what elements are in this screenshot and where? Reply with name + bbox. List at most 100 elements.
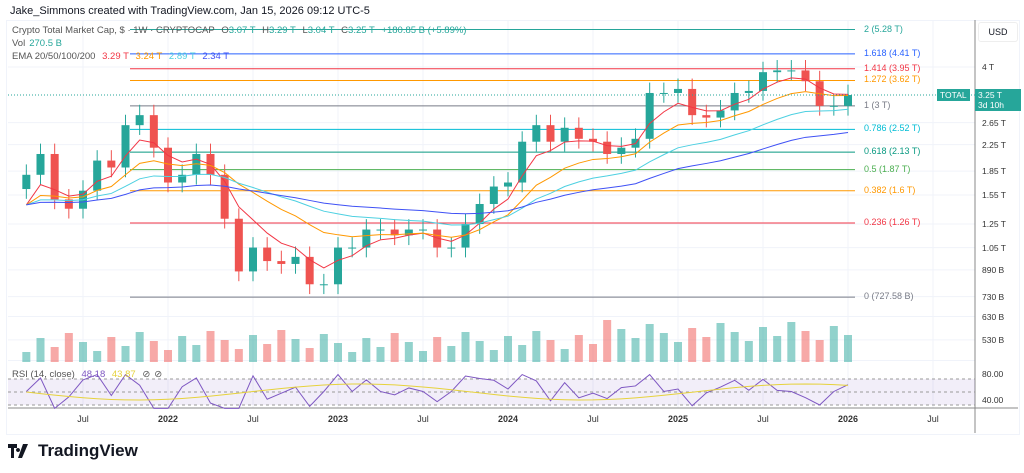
volume-bar xyxy=(773,336,782,362)
volume-bar xyxy=(759,327,767,362)
candle xyxy=(773,70,782,73)
ema-line xyxy=(26,91,849,238)
price-axis-label: 2.65 T xyxy=(982,117,1006,128)
volume-legend: Vol 270.5 B xyxy=(12,38,62,49)
high-value: 3.29 T xyxy=(269,25,296,36)
volume-bar xyxy=(22,352,31,362)
price-axis-label: 4 T xyxy=(982,62,995,72)
fib-label: 0.382 (1.6 T) xyxy=(864,184,916,195)
volume-bar xyxy=(121,346,130,362)
candle xyxy=(149,115,158,148)
volume-bar xyxy=(716,323,725,362)
ema100-value: 2.89 T xyxy=(168,51,196,62)
candle xyxy=(504,182,512,187)
volume-bar xyxy=(277,330,286,362)
fib-label: 1.272 (3.62 T) xyxy=(864,74,921,85)
candle xyxy=(688,88,697,116)
candle xyxy=(22,174,31,190)
volume-bar xyxy=(461,332,470,362)
fib-label: 0.618 (2.13 T) xyxy=(864,146,921,157)
time-axis-label: Jul xyxy=(77,414,89,424)
last-price-tag: 3.25 T 3d 10h xyxy=(975,89,1021,111)
candle xyxy=(305,256,314,285)
volume-bar xyxy=(844,335,852,362)
candle xyxy=(532,125,541,142)
volume-bar xyxy=(504,336,512,362)
candle xyxy=(546,125,555,142)
price-axis-label: 1.85 T xyxy=(982,166,1006,177)
candle xyxy=(759,72,767,91)
change-value: +180.85 B (+5.89%) xyxy=(381,25,467,36)
volume-bar xyxy=(192,345,201,362)
candle xyxy=(787,70,796,72)
volume-bar xyxy=(135,332,144,362)
time-axis-label: Jul xyxy=(247,414,259,424)
volume-bar xyxy=(433,337,442,362)
tradingview-logo[interactable]: TradingView xyxy=(8,441,138,461)
volume-bar xyxy=(362,338,371,362)
volume-bar xyxy=(36,338,45,362)
volume-bar xyxy=(574,335,583,362)
candle xyxy=(291,256,300,264)
open-value: 3.07 T xyxy=(228,25,256,36)
candle xyxy=(249,247,257,272)
volume-bar xyxy=(702,337,711,362)
volume-bar xyxy=(64,333,73,362)
fib-label: 1 (3 T) xyxy=(864,99,891,110)
eye-off-icon[interactable]: ⊘ xyxy=(154,369,163,380)
credit-text: Jake_Simmons created with TradingView.co… xyxy=(10,5,370,17)
candle xyxy=(93,160,102,191)
candle xyxy=(589,138,597,142)
volume-bar xyxy=(489,350,498,362)
candle xyxy=(574,127,583,139)
ema-line xyxy=(26,132,849,215)
volume-bar xyxy=(787,322,796,362)
currency-button[interactable]: USD xyxy=(978,22,1018,42)
candle xyxy=(560,127,569,142)
volume-value: 270.5 B xyxy=(29,38,62,49)
volume-bar xyxy=(291,339,300,362)
time-axis-label: Jul xyxy=(927,414,939,424)
candle xyxy=(645,92,654,139)
rsi-ma-value: 43.87 xyxy=(111,369,136,380)
ema20-value: 3.29 T xyxy=(102,51,129,62)
symbol-title[interactable]: Crypto Total Market Cap, $ · 1W · CRYPTO… xyxy=(12,25,215,36)
candle xyxy=(277,261,286,264)
volume-bar xyxy=(744,341,753,362)
candle xyxy=(164,147,172,183)
volume-bar xyxy=(404,342,413,362)
rsi-axis-label: 40.00 xyxy=(982,395,1004,405)
candle xyxy=(348,247,357,249)
volume-bar xyxy=(348,352,357,362)
volume-bar xyxy=(79,342,87,362)
candle xyxy=(50,153,59,200)
volume-bar xyxy=(178,336,187,362)
eye-off-icon[interactable]: ⊘ xyxy=(142,369,151,380)
symbol-legend: Crypto Total Market Cap, $ · 1W · CRYPTO… xyxy=(12,25,467,36)
candle xyxy=(730,92,739,111)
volume-bar xyxy=(263,344,272,362)
candle xyxy=(801,70,810,82)
candle xyxy=(192,153,201,175)
ema50-value: 3.24 T xyxy=(135,51,163,62)
volume-bar xyxy=(730,332,739,362)
time-axis-label: 2025 xyxy=(667,414,689,424)
volume-bar xyxy=(645,324,654,362)
candle xyxy=(390,229,399,236)
fib-label: 1.414 (3.95 T) xyxy=(864,62,921,73)
time-axis-label: Jul xyxy=(757,414,769,424)
rsi-ma-line xyxy=(26,383,849,401)
price-axis-label: 2.25 T xyxy=(982,139,1006,150)
candle xyxy=(319,284,328,286)
volume-bar xyxy=(560,349,569,362)
volume-bar xyxy=(390,333,399,362)
volume-bar xyxy=(376,347,385,362)
ema-legend: EMA 20/50/100/200 3.29 T 3.24 T 2.89 T 2… xyxy=(12,51,230,62)
volume-bar xyxy=(475,341,484,362)
candle xyxy=(376,229,385,231)
candle xyxy=(744,90,753,93)
volume-bar xyxy=(447,346,456,362)
candle xyxy=(829,105,838,107)
volume-bar xyxy=(107,337,116,362)
